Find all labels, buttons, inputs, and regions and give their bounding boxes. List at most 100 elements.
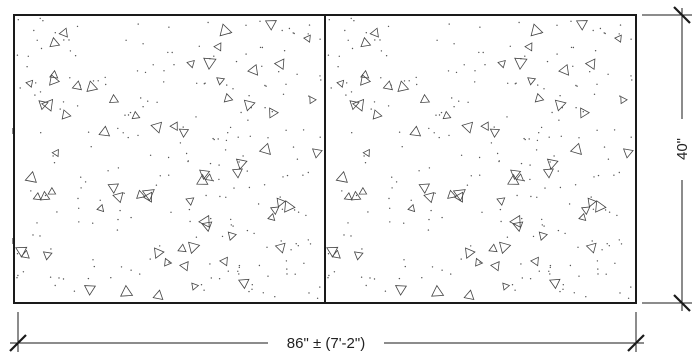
aggregate-triangle xyxy=(343,192,353,201)
stipple-dot xyxy=(458,100,460,102)
aggregate-triangle xyxy=(447,189,457,199)
stipple-dot xyxy=(559,290,561,293)
stipple-dot xyxy=(39,235,41,237)
aggregate-triangle xyxy=(409,125,422,137)
stipple-dot xyxy=(380,77,382,79)
stipple-dot xyxy=(630,286,632,288)
stipple-dot xyxy=(293,209,296,211)
aggregate-triangle xyxy=(360,69,370,79)
stipple-dot xyxy=(230,218,232,221)
panel-group xyxy=(12,14,637,304)
stipple-dot xyxy=(474,81,476,83)
stipple-dot xyxy=(224,149,227,151)
stipple-dot xyxy=(305,214,307,217)
stipple-dot xyxy=(249,135,251,137)
stipple-dot xyxy=(470,245,472,247)
stipple-dot xyxy=(147,100,149,102)
stipple-dot xyxy=(257,203,260,205)
aggregate-triangle xyxy=(538,231,548,241)
stipple-dot xyxy=(575,84,577,87)
stipple-dot xyxy=(286,273,288,275)
stipple-dot xyxy=(56,211,58,213)
stipple-dot xyxy=(185,152,188,155)
stipple-dot xyxy=(403,259,405,261)
stipple-dot xyxy=(282,93,285,96)
stipple-dot xyxy=(127,114,130,116)
stipple-dot xyxy=(16,54,19,56)
stipple-dot xyxy=(355,194,358,197)
stipple-dot xyxy=(619,95,621,97)
stipple-dot xyxy=(144,71,147,74)
stipple-dot xyxy=(577,246,579,248)
stipple-dot xyxy=(205,194,207,197)
stipple-dot xyxy=(53,162,56,164)
aggregate-triangle xyxy=(15,246,28,258)
stipple-dot xyxy=(232,88,234,90)
aggregate-triangle xyxy=(188,241,201,255)
stipple-dot xyxy=(551,111,553,114)
stipple-dot xyxy=(364,162,367,164)
stipple-dot xyxy=(93,265,96,268)
stipple-dot xyxy=(630,38,632,40)
width-tick-left xyxy=(9,334,27,352)
aggregate-triangle xyxy=(360,74,372,86)
aggregate-triangle xyxy=(488,243,498,253)
stipple-dot xyxy=(493,126,495,128)
aggregate-triangle xyxy=(510,169,522,180)
stipple-dot xyxy=(262,292,264,294)
stipple-dot xyxy=(130,216,132,219)
stipple-dot xyxy=(297,211,300,213)
aggregate-triangle xyxy=(32,192,42,201)
stipple-dot xyxy=(521,217,523,220)
stipple-dot xyxy=(599,27,602,30)
aggregate-triangle xyxy=(177,243,187,253)
aggregate-triangle xyxy=(622,148,634,159)
stipple-dot xyxy=(245,24,247,26)
stipple-dot xyxy=(209,263,211,265)
stipple-dot xyxy=(370,108,372,110)
stipple-dot xyxy=(343,234,345,236)
stipple-dot xyxy=(606,243,608,245)
stipple-dot xyxy=(80,176,82,178)
stipple-dot xyxy=(156,101,158,104)
aggregate-triangle xyxy=(61,109,72,120)
stipple-dot xyxy=(44,194,47,197)
stipple-dot xyxy=(391,176,393,178)
stipple-dot xyxy=(460,154,463,156)
aggregate-triangle xyxy=(397,80,410,92)
stipple-dot xyxy=(238,266,240,269)
stipple-dot xyxy=(481,211,483,213)
aggregate-triangle xyxy=(219,23,233,37)
stipple-dot xyxy=(627,297,630,299)
stipple-dot xyxy=(195,236,198,238)
stipple-dot xyxy=(388,197,390,200)
stipple-dot xyxy=(159,175,161,177)
stipple-dot xyxy=(549,273,551,275)
stipple-dot xyxy=(137,23,139,25)
stipple-dot xyxy=(137,134,139,137)
stipple-dot xyxy=(576,85,578,87)
stipple-dot xyxy=(549,161,551,163)
stipple-dot xyxy=(415,76,417,79)
aggregate-triangle xyxy=(463,289,475,301)
stipple-dot xyxy=(34,94,36,96)
aggregate-triangle xyxy=(442,110,452,120)
stipple-dot xyxy=(218,278,221,280)
stipple-dot xyxy=(395,181,398,183)
stipple-dot xyxy=(58,277,60,279)
stipple-dot xyxy=(467,101,469,104)
stipple-dot xyxy=(127,136,129,139)
aggregate-triangle xyxy=(136,189,146,199)
aggregate-triangle xyxy=(524,42,533,52)
stipple-dot xyxy=(19,87,21,89)
stipple-dot xyxy=(99,199,101,201)
stipple-dot xyxy=(124,114,126,116)
stipple-dot xyxy=(204,82,206,84)
stipple-dot xyxy=(40,47,43,50)
aggregate-triangle xyxy=(489,128,501,139)
stipple-dot xyxy=(242,155,244,157)
stipple-dot xyxy=(401,146,403,148)
stipple-dot xyxy=(590,196,592,198)
stipple-dot xyxy=(92,80,95,82)
